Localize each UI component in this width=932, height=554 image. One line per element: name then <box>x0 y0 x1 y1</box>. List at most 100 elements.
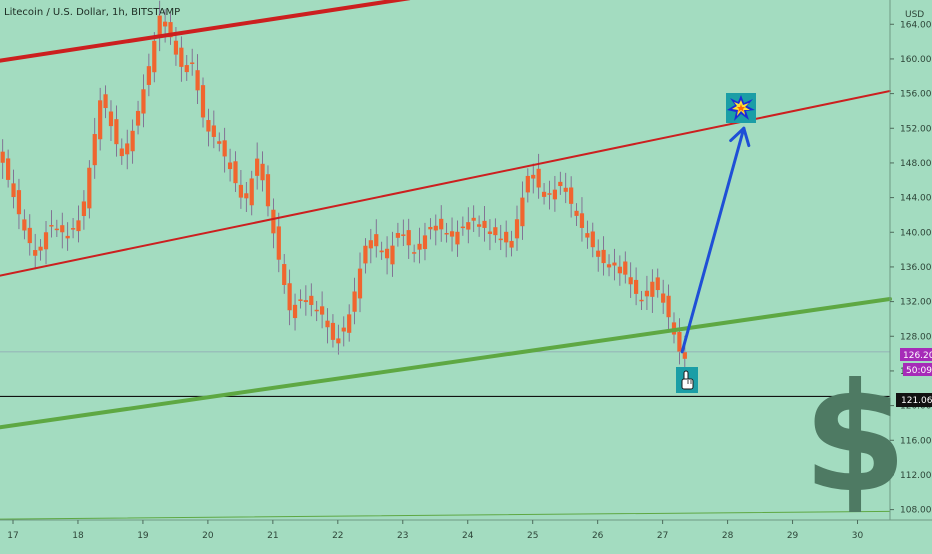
upper-channel-trendline[interactable] <box>0 0 411 63</box>
time-tick-label: 22 <box>332 531 343 541</box>
time-tick-label: 25 <box>527 531 538 541</box>
candle-body <box>255 158 260 176</box>
candle-body <box>16 190 22 215</box>
candle-body <box>320 306 325 315</box>
candle-body <box>552 189 558 200</box>
candle-body <box>455 231 460 245</box>
candle-body <box>217 141 222 144</box>
time-tick-label: 19 <box>137 531 149 541</box>
time-axis[interactable]: 17 18 19 20 21 22 23 24 25 26 27 28 29 30 <box>7 520 864 541</box>
candle-body <box>579 213 585 228</box>
candle-body <box>628 277 633 285</box>
candle-body <box>98 100 103 140</box>
candle-body <box>417 243 422 250</box>
candle-body <box>152 40 157 73</box>
candle-body <box>639 299 644 302</box>
forecast-arrow[interactable] <box>680 126 746 354</box>
candle-body <box>303 300 308 303</box>
candle-body <box>412 252 417 254</box>
candle-body <box>130 130 135 152</box>
candle-body <box>352 291 357 312</box>
candle-body <box>184 65 189 73</box>
candle-body <box>309 295 314 305</box>
candle-body <box>92 134 97 166</box>
support-trendline[interactable] <box>0 297 892 430</box>
price-tick-label: 108.00 <box>900 506 932 516</box>
candle-body <box>509 240 514 248</box>
candle-body <box>606 264 612 268</box>
price-tick-label: 164.00 <box>900 20 932 30</box>
candle-body <box>541 191 547 197</box>
candle-body <box>179 47 184 67</box>
candle-body <box>76 220 81 232</box>
candle-body <box>141 89 146 114</box>
candle-body <box>498 238 503 241</box>
candle-body <box>200 85 206 118</box>
candle-body <box>406 230 411 246</box>
candle-body <box>449 231 455 237</box>
candle-body <box>661 293 666 303</box>
candle-body <box>60 225 65 233</box>
candle-body <box>482 220 487 228</box>
candle-body <box>677 331 682 352</box>
candle-body <box>536 168 541 188</box>
candle-body <box>422 235 428 250</box>
candle-body <box>238 184 244 198</box>
candle-body <box>493 227 498 236</box>
candle-body <box>433 225 438 231</box>
candle-body <box>314 309 319 312</box>
time-tick-label: 26 <box>592 531 604 541</box>
price-tick-label: 148.00 <box>900 159 932 169</box>
candle-body <box>574 210 579 216</box>
price-tick-label: 128.00 <box>900 332 932 342</box>
candle-body <box>368 240 373 249</box>
countdown-badge: 50:09 <box>903 363 932 376</box>
candle-body <box>265 174 271 207</box>
price-tick-label: 132.00 <box>900 298 932 308</box>
candle-body <box>125 143 130 155</box>
candle-body <box>103 94 108 109</box>
candle-body <box>173 40 179 55</box>
explosion-icon[interactable] <box>726 93 756 123</box>
price-tick-label: 140.00 <box>900 228 932 238</box>
support-level-text: 121.06 <box>901 396 932 406</box>
candle-body <box>471 217 476 221</box>
candle-body <box>190 62 195 64</box>
candle-body <box>114 119 119 145</box>
candle-body <box>249 178 254 206</box>
time-tick-label: 20 <box>202 531 214 541</box>
candle-body <box>292 304 298 319</box>
candle-body <box>390 245 395 265</box>
candle-body <box>558 181 563 187</box>
candle-body <box>325 320 330 328</box>
candle-body <box>487 231 493 234</box>
candle-body <box>444 232 449 235</box>
last-price-text: 126.20 <box>903 351 932 361</box>
candle-body <box>135 110 141 126</box>
base-trendline[interactable] <box>0 510 891 520</box>
candle-body <box>460 226 465 229</box>
dollar-sign-icon: $ <box>803 352 907 526</box>
candle-body <box>336 338 341 344</box>
candle-body <box>33 250 38 256</box>
price-tick-label: 160.00 <box>900 55 932 65</box>
candle-body <box>655 277 660 291</box>
candle-body <box>0 151 5 163</box>
price-tick-label: 112.00 <box>900 471 932 481</box>
support-level-badge: 121.06 <box>896 393 932 407</box>
candle-body <box>569 187 574 204</box>
candle-body <box>682 351 687 359</box>
candle-body <box>504 231 509 243</box>
hand-pointer-icon[interactable] <box>676 367 698 393</box>
candle-body <box>439 218 444 230</box>
candle-body <box>233 161 238 184</box>
candle-body <box>81 201 87 217</box>
candle-body <box>195 70 200 91</box>
candle-body <box>38 246 43 251</box>
candle-body <box>644 290 650 297</box>
candle-body <box>119 148 124 157</box>
time-tick-label: 21 <box>267 531 278 541</box>
candle-body <box>6 158 11 180</box>
